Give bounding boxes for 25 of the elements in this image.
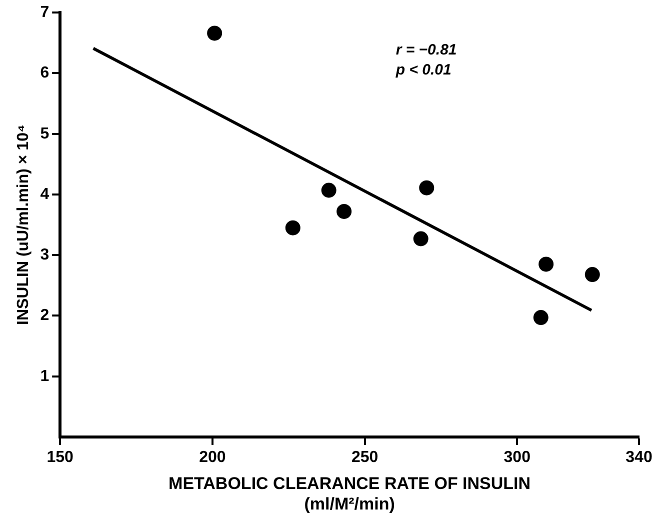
y-tick-label: 6 [40, 64, 50, 82]
point [413, 231, 428, 246]
y-tick-label: 7 [40, 4, 50, 22]
x-tick-label: 200 [199, 449, 226, 466]
y-tick-label: 1 [40, 368, 50, 385]
x-tick-label: 340 [626, 449, 652, 466]
y-axis-title: INSULIN (uU/ml.min) × 10⁴ [15, 124, 32, 325]
point [584, 267, 600, 282]
point [538, 256, 554, 272]
y-tick-label: 5 [40, 125, 50, 142]
point [533, 310, 548, 326]
x-tick-label: 250 [351, 449, 378, 466]
annotation: p < 0.01 [394, 62, 452, 79]
y-tick-label: 3 [40, 246, 50, 264]
point [419, 180, 434, 196]
point [321, 182, 336, 198]
point [336, 204, 352, 219]
x-tick-label: 300 [504, 449, 531, 466]
annotation: r = −0.81 [396, 42, 457, 59]
y-tick-label: 4 [40, 186, 50, 203]
x-tick-label: 150 [46, 449, 74, 466]
y-tick-label: 2 [40, 307, 50, 324]
point [207, 26, 222, 41]
x-axis-title: METABOLIC CLEARANCE RATE OF INSULIN (ml/M²/min) [168, 474, 531, 514]
point [285, 220, 300, 236]
